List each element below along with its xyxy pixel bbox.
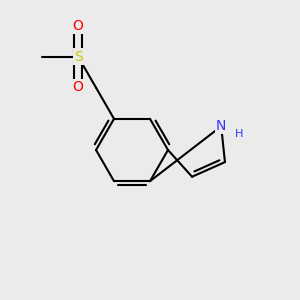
Text: N: N (216, 119, 226, 133)
Text: S: S (74, 50, 82, 64)
Text: O: O (73, 80, 83, 94)
Text: O: O (73, 19, 83, 33)
Text: H: H (235, 130, 243, 140)
